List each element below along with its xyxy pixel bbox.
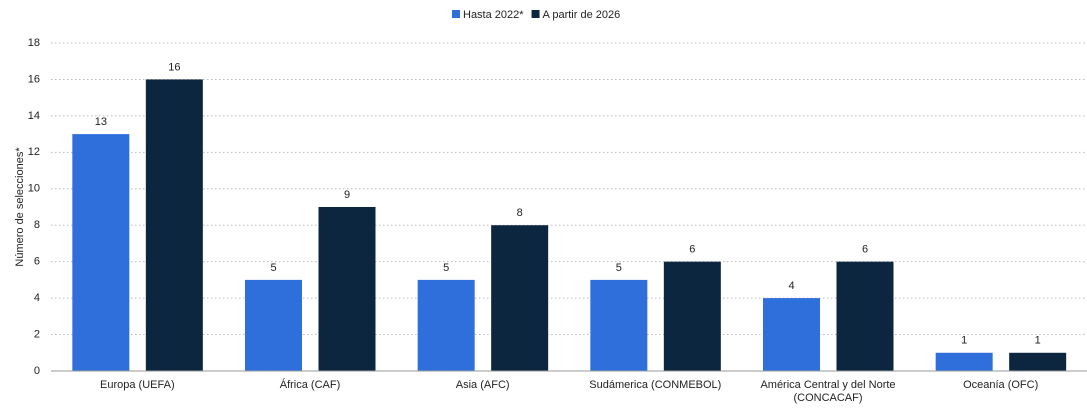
data-label: 8 — [517, 207, 523, 219]
x-tick-label: Asia (AFC) — [455, 379, 510, 391]
bar — [1009, 352, 1067, 371]
legend-swatch — [452, 10, 460, 18]
data-label: 1 — [961, 335, 967, 347]
data-label: 5 — [443, 262, 449, 274]
y-tick-label: 0 — [34, 365, 40, 377]
legend-label: Hasta 2022* — [463, 9, 524, 21]
bar — [763, 298, 820, 371]
y-tick-label: 4 — [34, 292, 40, 304]
bar — [245, 279, 302, 371]
data-label: 1 — [1035, 335, 1041, 347]
x-tick-label: Oceanía (OFC) — [963, 379, 1039, 391]
y-tick-label: 2 — [34, 328, 40, 340]
bar — [72, 134, 130, 371]
bar — [417, 279, 475, 371]
legend-label: A partir de 2026 — [543, 9, 621, 21]
data-label: 6 — [862, 244, 868, 256]
bar — [663, 261, 721, 371]
y-tick-label: 16 — [28, 73, 40, 85]
data-label: 5 — [270, 262, 276, 274]
bar — [935, 352, 993, 371]
bar — [491, 225, 549, 371]
data-label: 9 — [344, 189, 350, 201]
data-label: 5 — [616, 262, 622, 274]
y-tick-label: 14 — [28, 110, 40, 122]
x-tick-label: Europa (UEFA) — [100, 379, 175, 391]
y-tick-label: 12 — [28, 146, 40, 158]
data-label: 6 — [689, 244, 695, 256]
bar — [590, 279, 648, 371]
x-tick-label: América Central y del Norte (CONCACAF) — [760, 379, 896, 404]
y-axis-label: Número de selecciones* — [14, 147, 26, 267]
y-tick-label: 18 — [28, 37, 40, 49]
x-tick-label: África (CAF) — [279, 379, 341, 391]
bar — [318, 207, 376, 371]
y-tick-label: 10 — [28, 183, 40, 195]
x-tick-label: Sudámerica (CONMEBOL) — [589, 379, 722, 391]
bar — [836, 261, 894, 371]
y-tick-label: 6 — [34, 256, 40, 268]
data-label: 4 — [788, 280, 794, 292]
data-label: 16 — [168, 61, 180, 73]
bar — [145, 79, 203, 371]
y-tick-label: 8 — [34, 219, 40, 231]
legend-swatch — [531, 10, 540, 18]
data-label: 13 — [95, 116, 107, 128]
